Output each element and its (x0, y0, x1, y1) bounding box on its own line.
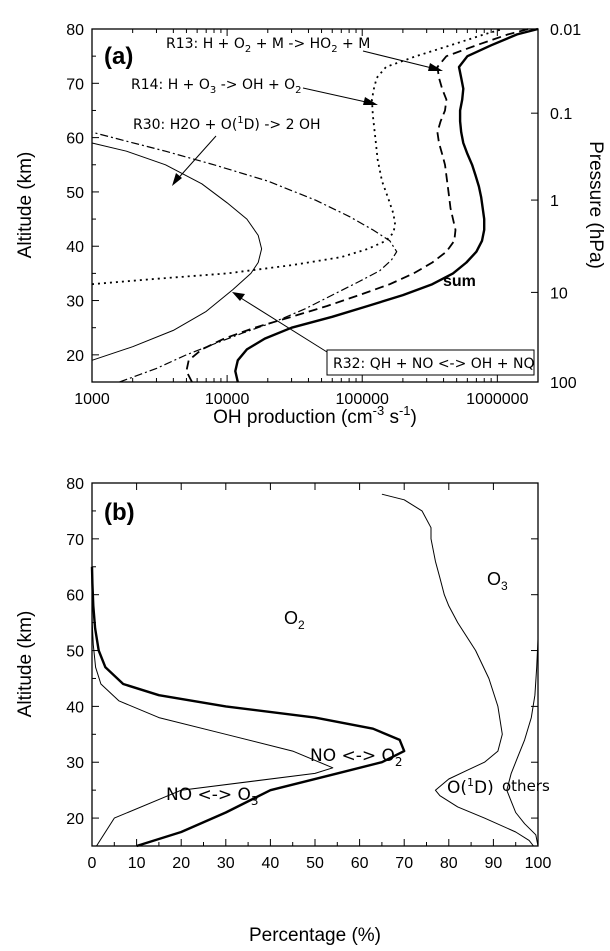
r32-label: R32: QH + NO <-> OH + NQ (333, 356, 534, 372)
y-tick-label: 70 (66, 532, 84, 549)
x-tick-label: 1000000 (466, 391, 528, 408)
panel-a-y-ticks: 20 30 40 50 60 70 80 (66, 22, 99, 383)
y2-tick-label: 100 (550, 375, 577, 392)
panel-b: 0 10 20 30 40 50 60 70 80 90 100 20 30 40 50 60 70 80 (b… (15, 476, 551, 946)
panel-b-y-label: Altitude (km) (15, 611, 36, 718)
panel-b-frame (91, 482, 539, 847)
panel-b-y-ticks: 20 30 40 50 60 70 80 (66, 476, 538, 847)
panel-a-series (91, 27, 539, 383)
o1d-label: O(1D) (447, 776, 494, 798)
x-tick-label: 10 (128, 855, 146, 872)
r30-label: R30: H2O + O(1D) -> 2 OH (133, 115, 321, 133)
r13-arrow (362, 50, 441, 71)
y2-tick-label: 0.1 (550, 106, 572, 123)
y2-tick-label: 0.01 (550, 22, 581, 39)
sum-label: sum (443, 273, 476, 290)
y-tick-label: 40 (66, 239, 84, 256)
x-tick-label: 30 (217, 855, 235, 872)
x-tick-label: 100 (525, 855, 552, 872)
o2-region-label: O2 (284, 608, 305, 632)
r30-arrow (173, 135, 217, 184)
y-tick-label: 80 (66, 476, 84, 493)
series-r30-line (91, 142, 263, 361)
y-tick-label: 50 (66, 185, 84, 202)
series-thick-boundary-line (90, 566, 406, 848)
y-tick-label: 70 (66, 76, 84, 93)
y-tick-label: 50 (66, 644, 84, 661)
series-sum-line (234, 27, 539, 383)
x-tick-label: 100000 (336, 391, 389, 408)
y-tick-label: 20 (66, 811, 84, 828)
panel-a-x-label: OH production (cm-3 s-1) (213, 403, 417, 428)
x-tick-label: 40 (262, 855, 280, 872)
x-tick-label: 1000 (74, 391, 110, 408)
panel-a-y2-label: Pressure (hPa) (585, 141, 606, 269)
y-tick-label: 20 (66, 348, 84, 365)
panel-a-x-ticks: 1000 10000 100000 1000000 (74, 29, 539, 408)
r32-box (326, 349, 535, 376)
panel-a-frame (91, 28, 539, 383)
r13-arrowhead (428, 63, 443, 71)
y-tick-label: 40 (66, 699, 84, 716)
panel-b-x-ticks: 0 10 20 30 40 50 60 70 80 90 100 (88, 483, 552, 872)
panel-b-label: (b) (104, 499, 135, 526)
no-o2-label: NO <-> O2 (310, 746, 403, 769)
y-tick-label: 30 (66, 755, 84, 772)
y2-tick-label: 1 (550, 193, 559, 210)
x-tick-label: 70 (395, 855, 413, 872)
series-o1d-boundary-line (381, 493, 534, 847)
series-r32-line (91, 131, 398, 383)
r14-label: R14: H + O3 -> OH + O2 (131, 77, 302, 96)
r14-arrowhead (363, 97, 378, 105)
y2-tick-label: 10 (550, 285, 568, 302)
panel-a-label: (a) (104, 43, 133, 70)
x-tick-label: 90 (485, 855, 503, 872)
y-tick-label: 80 (66, 22, 84, 39)
r13-label: R13: H + O2 + M -> HO2 + M (166, 36, 370, 55)
panel-a-y-label: Altitude (km) (15, 152, 36, 259)
r30-arrowhead (172, 173, 182, 186)
r14-arrow (302, 87, 376, 105)
x-tick-label: 80 (440, 855, 458, 872)
y-tick-label: 60 (66, 588, 84, 605)
others-label: others (502, 777, 550, 795)
panel-b-x-label: Percentage (%) (249, 925, 381, 946)
o3-region-label: O3 (487, 569, 508, 593)
x-tick-label: 10000 (205, 391, 250, 408)
series-thin-left-line (91, 605, 334, 847)
series-others-boundary-line (506, 639, 539, 847)
r32-arrow (235, 294, 328, 353)
no-o3-label: NO <-> O3 (166, 785, 259, 808)
x-tick-label: 0 (88, 855, 97, 872)
x-tick-label: 60 (351, 855, 369, 872)
series-r14-line (91, 28, 504, 286)
r32-arrowhead (232, 292, 245, 301)
panel-a: 1000 10000 100000 1000000 20 30 40 50 60 70 80 0.… (15, 22, 606, 428)
y-tick-label: 30 (66, 294, 84, 311)
x-tick-label: 50 (306, 855, 324, 872)
panel-a-y2-ticks: 0.01 0.1 1 10 100 (531, 22, 581, 392)
x-tick-label: 20 (172, 855, 190, 872)
panel-b-series (90, 493, 539, 848)
y-tick-label: 60 (66, 131, 84, 148)
